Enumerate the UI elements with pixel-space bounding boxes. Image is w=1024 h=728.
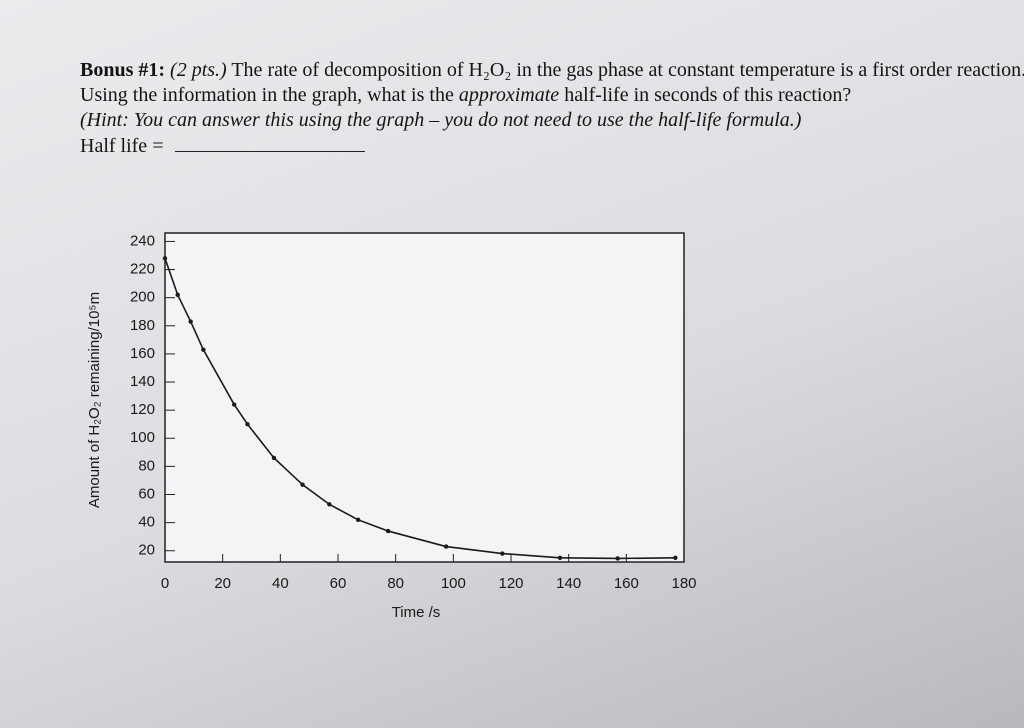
x-tick-label: 60 <box>330 575 347 592</box>
data-point <box>500 551 505 556</box>
x-tick-label: 100 <box>441 575 466 592</box>
hint: (Hint: You can answer this using the gra… <box>80 109 802 131</box>
x-tick-label: 180 <box>671 575 696 592</box>
x-tick-label: 160 <box>614 575 639 592</box>
question: Bonus #1: (2 pts.) The rate of decomposi… <box>80 58 1024 159</box>
data-point <box>385 528 391 534</box>
y-tick-label: 40 <box>138 514 155 531</box>
y-tick-label: 160 <box>130 345 155 362</box>
y-tick-label: 220 <box>130 261 155 278</box>
x-tick-label: 0 <box>161 575 169 592</box>
x-tick-label: 20 <box>214 575 231 592</box>
question-text: The rate of decomposition of H₂O₂ in the… <box>80 59 1024 106</box>
data-point <box>188 319 193 324</box>
x-tick-label: 80 <box>387 575 404 592</box>
data-line <box>164 258 676 560</box>
data-point <box>162 256 168 261</box>
plot-frame <box>164 232 685 563</box>
data-point <box>557 555 563 560</box>
points: (2 pts.) <box>170 59 227 81</box>
data-point <box>327 502 332 507</box>
data-point <box>232 402 237 407</box>
x-tick-label: 40 <box>272 575 289 592</box>
question-text: half-life in seconds of this reaction? <box>564 84 852 106</box>
y-tick-label: 80 <box>138 457 155 474</box>
data-point <box>673 555 678 560</box>
data-point <box>271 455 277 461</box>
y-tick-label: 200 <box>130 289 155 306</box>
x-axis-label: Time /s <box>392 604 441 621</box>
y-tick-label: 60 <box>138 485 155 502</box>
data-point <box>245 422 250 427</box>
data-point <box>443 544 449 549</box>
data-point <box>175 292 180 298</box>
data-point <box>355 517 361 523</box>
data-point <box>300 482 305 487</box>
y-tick-label: 180 <box>130 317 155 334</box>
data-point <box>201 347 206 352</box>
question-label: Bonus #1: <box>80 59 166 81</box>
answer-label: Half life = <box>80 135 164 157</box>
y-axis-label: Amount of H₂O₂ remaining/10⁵m <box>86 292 103 508</box>
answer-blank <box>175 133 366 152</box>
y-tick-label: 120 <box>130 401 155 418</box>
y-tick-label: 240 <box>130 232 155 249</box>
x-tick-label: 120 <box>498 575 523 592</box>
data-point <box>615 556 620 561</box>
emphasis: approximate <box>458 84 560 106</box>
y-tick-label: 20 <box>138 542 155 559</box>
x-tick-label: 140 <box>556 575 581 592</box>
y-tick-label: 140 <box>130 373 155 390</box>
y-tick-label: 100 <box>130 429 155 446</box>
